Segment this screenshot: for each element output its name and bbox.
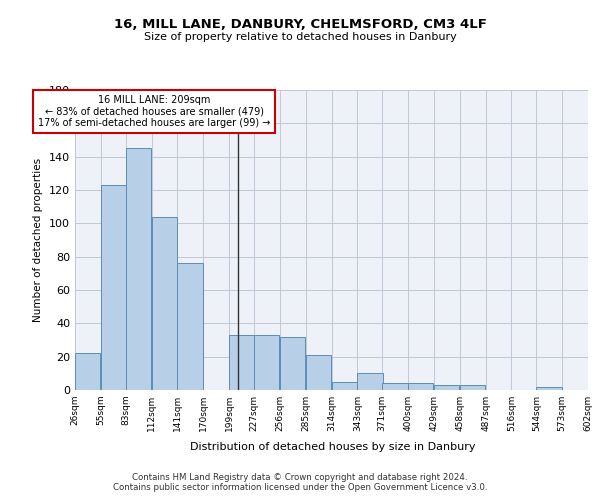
- Bar: [254, 335, 280, 390]
- Bar: [408, 384, 433, 390]
- Y-axis label: Number of detached properties: Number of detached properties: [34, 158, 43, 322]
- Text: Size of property relative to detached houses in Danbury: Size of property relative to detached ho…: [143, 32, 457, 42]
- Bar: [75, 354, 100, 390]
- Text: Contains HM Land Registry data © Crown copyright and database right 2024.: Contains HM Land Registry data © Crown c…: [132, 472, 468, 482]
- Bar: [229, 335, 254, 390]
- Bar: [358, 374, 383, 390]
- Bar: [536, 386, 562, 390]
- Text: 16 MILL LANE: 209sqm
← 83% of detached houses are smaller (479)
17% of semi-deta: 16 MILL LANE: 209sqm ← 83% of detached h…: [38, 95, 271, 128]
- Bar: [280, 336, 305, 390]
- Bar: [382, 384, 407, 390]
- Text: 16, MILL LANE, DANBURY, CHELMSFORD, CM3 4LF: 16, MILL LANE, DANBURY, CHELMSFORD, CM3 …: [113, 18, 487, 30]
- Bar: [331, 382, 357, 390]
- Bar: [305, 355, 331, 390]
- Bar: [460, 385, 485, 390]
- Bar: [126, 148, 151, 390]
- Bar: [434, 385, 460, 390]
- Bar: [178, 264, 203, 390]
- Text: Contains public sector information licensed under the Open Government Licence v3: Contains public sector information licen…: [113, 482, 487, 492]
- Bar: [152, 216, 177, 390]
- Bar: [101, 185, 126, 390]
- Text: Distribution of detached houses by size in Danbury: Distribution of detached houses by size …: [190, 442, 476, 452]
